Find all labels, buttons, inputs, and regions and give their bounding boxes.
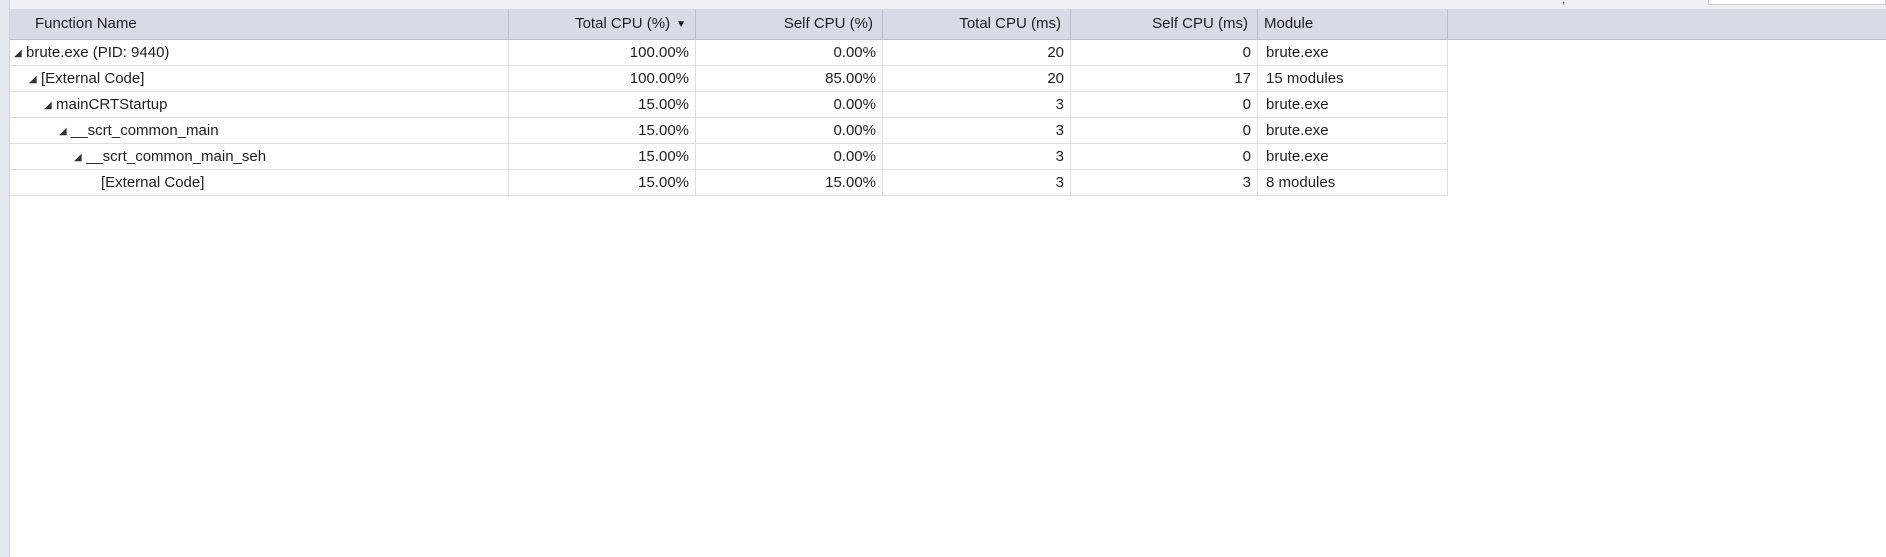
self-cpu-pct-cell: 15.00%: [696, 170, 883, 196]
self-cpu-ms-cell: 0: [1071, 92, 1258, 118]
function-name: [External Code]: [41, 70, 145, 87]
total-cpu-pct-cell: 15.00%: [509, 118, 696, 144]
total-cpu-ms-cell: 3: [883, 144, 1071, 170]
self-cpu-pct-cell: 0.00%: [696, 92, 883, 118]
column-header-label: Module: [1264, 15, 1314, 32]
table-row[interactable]: ◢ brute.exe (PID: 9440) 100.00% 0.00% 20 0 bru…: [10, 40, 1448, 66]
column-header-row: Function Name Total CPU (%) ▼ Self CPU (%…: [10, 9, 1886, 40]
function-name-cell[interactable]: ◢ brute.exe (PID: 9440): [10, 40, 509, 66]
self-cpu-ms-cell: 3: [1071, 170, 1258, 196]
self-cpu-pct-cell: 0.00%: [696, 40, 883, 66]
self-cpu-pct-cell: 0.00%: [696, 144, 883, 170]
column-header-label: Function Name: [35, 15, 137, 32]
column-header-function-name[interactable]: Function Name: [10, 9, 509, 39]
sort-descending-arrow-icon: ▼: [676, 19, 686, 30]
self-cpu-ms-cell: 17: [1071, 66, 1258, 92]
total-cpu-ms-cell: 20: [883, 40, 1071, 66]
self-cpu-ms-cell: 0: [1071, 40, 1258, 66]
self-cpu-ms-cell: 0: [1071, 118, 1258, 144]
function-name: [External Code]: [101, 174, 205, 191]
total-cpu-pct-cell: 15.00%: [509, 92, 696, 118]
table-row[interactable]: [External Code] 15.00% 15.00% 3 3 8 modules: [10, 170, 1448, 196]
table-row[interactable]: ◢ mainCRTStartup 15.00% 0.00% 3 0 brute.exe: [10, 92, 1448, 118]
module-cell: 15 modules: [1258, 66, 1448, 92]
function-name: brute.exe (PID: 9440): [26, 44, 170, 61]
module-cell: brute.exe: [1258, 118, 1448, 144]
expanded-triangle-icon[interactable]: ◢: [59, 126, 67, 137]
column-header-label: Self CPU (ms): [1152, 15, 1248, 32]
total-cpu-pct-cell: 100.00%: [509, 40, 696, 66]
function-name-cell[interactable]: [External Code]: [10, 170, 509, 196]
total-cpu-pct-cell: 100.00%: [509, 66, 696, 92]
module-cell: brute.exe: [1258, 92, 1448, 118]
table-row[interactable]: ◢ [External Code] 100.00% 85.00% 20 17 15 modu…: [10, 66, 1448, 92]
function-name-cell[interactable]: ◢ __scrt_common_main_seh: [10, 144, 509, 170]
module-cell: brute.exe: [1258, 40, 1448, 66]
self-cpu-pct-cell: 85.00%: [696, 66, 883, 92]
column-header-label: Total CPU (%): [575, 15, 671, 32]
column-header-self-cpu-pct[interactable]: Self CPU (%): [696, 9, 883, 39]
expanded-triangle-icon[interactable]: ◢: [44, 100, 52, 111]
table-row[interactable]: ◢ __scrt_common_main 15.00% 0.00% 3 0 brute.ex…: [10, 118, 1448, 144]
function-name-cell[interactable]: ◢ [External Code]: [10, 66, 509, 92]
function-name-cell[interactable]: ◢ __scrt_common_main: [10, 118, 509, 144]
column-header-total-cpu-ms[interactable]: Total CPU (ms): [883, 9, 1071, 39]
table-row[interactable]: ◢ __scrt_common_main_seh 15.00% 0.00% 3 0 brut…: [10, 144, 1448, 170]
total-cpu-ms-cell: 3: [883, 92, 1071, 118]
total-cpu-ms-cell: 20: [883, 66, 1071, 92]
self-cpu-pct-cell: 0.00%: [696, 118, 883, 144]
module-cell: 8 modules: [1258, 170, 1448, 196]
total-cpu-ms-cell: 3: [883, 170, 1071, 196]
self-cpu-ms-cell: 0: [1071, 144, 1258, 170]
function-name: __scrt_common_main_seh: [86, 148, 267, 165]
function-name: __scrt_common_main: [71, 122, 219, 139]
column-header-module[interactable]: Module: [1258, 9, 1448, 39]
column-header-self-cpu-ms[interactable]: Self CPU (ms): [1071, 9, 1258, 39]
function-name-cell[interactable]: ◢ mainCRTStartup: [10, 92, 509, 118]
top-toolbar-strip: [0, 0, 1886, 9]
column-header-label: Total CPU (ms): [959, 15, 1061, 32]
column-header-label: Self CPU (%): [783, 15, 873, 32]
total-cpu-ms-cell: 3: [883, 118, 1071, 144]
expanded-triangle-icon[interactable]: ◢: [74, 152, 82, 163]
total-cpu-pct-cell: 15.00%: [509, 170, 696, 196]
expanded-triangle-icon[interactable]: ◢: [29, 74, 37, 85]
search-box-edge[interactable]: [1708, 0, 1886, 5]
left-gutter: [0, 0, 10, 557]
expanded-triangle-icon[interactable]: ◢: [14, 48, 22, 59]
module-cell: brute.exe: [1258, 144, 1448, 170]
total-cpu-pct-cell: 15.00%: [509, 144, 696, 170]
column-header-total-cpu-pct[interactable]: Total CPU (%) ▼: [509, 9, 696, 39]
toolbar-glyph-icon: ,: [1562, 0, 1566, 6]
function-name: mainCRTStartup: [56, 96, 168, 113]
